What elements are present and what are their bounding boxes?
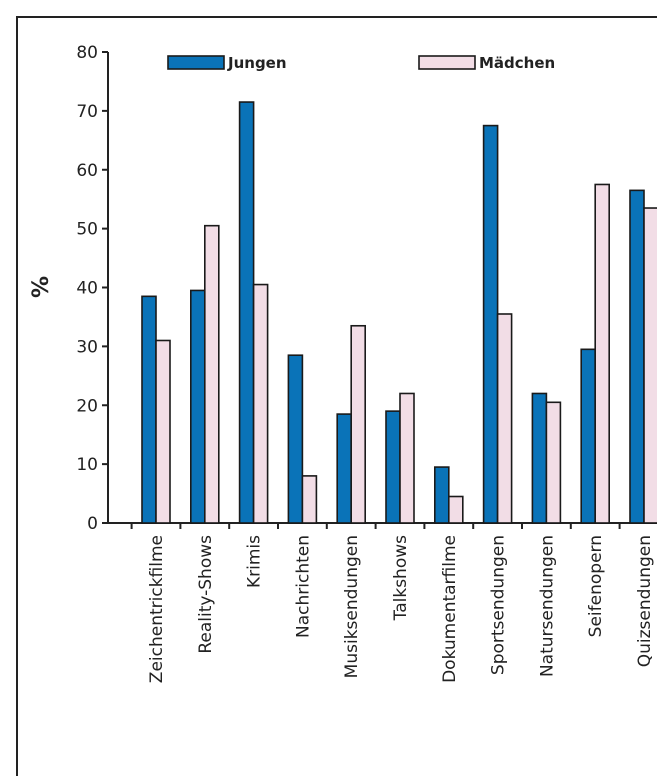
legend-swatch	[167, 55, 225, 70]
bar-m-dchen-seifenopern	[594, 183, 611, 524]
bar-m-dchen-zeichentrickfilme	[155, 339, 171, 524]
bar-m-dchen-reality-shows	[204, 224, 220, 524]
category-label: Natursendungen	[537, 535, 557, 677]
bar-chart: % Jungen Mädchen 0 10 20 30 40 50 60 70 80 Zeiche…	[29, 43, 657, 683]
y-tick-label: 80	[76, 43, 98, 63]
bar-jungen-quizsendungen	[629, 189, 645, 524]
bar-m-dchen-dokumentarfilme	[447, 495, 464, 524]
bar-m-dchen-talkshows	[399, 392, 415, 524]
y-tick-label: 40	[76, 279, 98, 299]
bar-jungen-nachrichten	[287, 354, 304, 524]
bar-m-dchen-natursendungen	[545, 401, 562, 524]
legend-swatch	[418, 55, 476, 70]
category-label: Talkshows	[391, 535, 411, 621]
bar-jungen-sportsendungen	[482, 124, 499, 524]
legend-label: Mädchen	[479, 54, 555, 72]
bar-m-dchen-nachrichten	[301, 475, 318, 524]
bar-jungen-reality-shows	[190, 289, 206, 524]
legend-label: Jungen	[227, 54, 287, 72]
category-label: Krimis	[245, 535, 265, 588]
category-labels: Zeichentrickfilme Reality-Shows Krimis Nach…	[147, 535, 655, 683]
category-label: Reality-Shows	[196, 535, 216, 654]
axes: 0 10 20 30 40 50 60 70 80	[76, 43, 657, 534]
y-tick-label: 30	[76, 337, 98, 357]
bar-m-dchen-krimis	[252, 283, 269, 524]
category-label: Dokumentarfilme	[440, 535, 460, 683]
bar-m-dchen-quizsendungen	[643, 207, 657, 524]
bar-jungen-natursendungen	[531, 392, 548, 524]
bar-jungen-zeichentrickfilme	[141, 295, 157, 524]
bar-jungen-talkshows	[385, 410, 401, 524]
y-tick-label: 20	[76, 396, 98, 416]
y-tick-label: 70	[76, 102, 98, 122]
bar-m-dchen-musiksendungen	[350, 324, 367, 524]
bar-jungen-musiksendungen	[336, 413, 353, 524]
legend: Jungen Mädchen	[167, 54, 555, 72]
category-label: Musiksendungen	[342, 535, 362, 678]
y-tick-label: 0	[87, 514, 98, 534]
y-axis-label: %	[29, 276, 54, 298]
category-label: Seifenopern	[586, 535, 606, 637]
y-tick-label: 50	[76, 220, 98, 240]
bar-jungen-seifenopern	[580, 348, 597, 524]
bar-m-dchen-sportsendungen	[496, 313, 513, 524]
bar-jungen-krimis	[238, 101, 255, 524]
bar-jungen-dokumentarfilme	[433, 466, 450, 524]
bars	[141, 101, 657, 524]
y-tick-label: 60	[76, 161, 98, 181]
y-tick-label: 10	[76, 455, 98, 475]
category-label: Nachrichten	[293, 535, 313, 638]
category-label: Zeichentrickfilme	[147, 535, 167, 683]
category-label: Sportsendungen	[489, 535, 509, 675]
category-label: Quizsendungen	[635, 535, 655, 667]
chart-frame	[16, 16, 657, 776]
